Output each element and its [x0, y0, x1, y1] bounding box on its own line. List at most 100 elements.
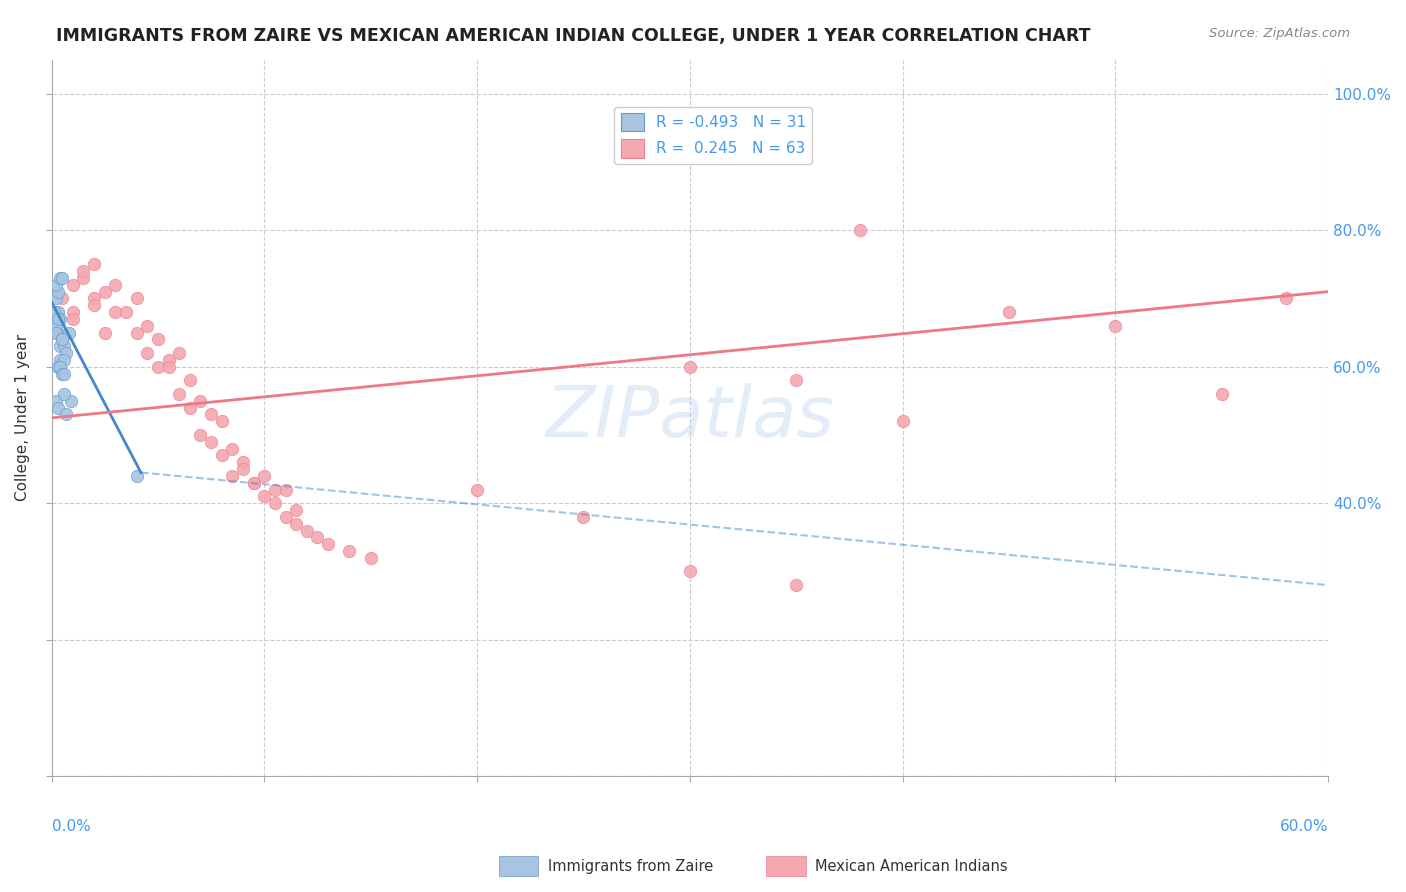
Point: [45, 277, 67, 292]
Point: [51, 333, 73, 347]
Point: [49, 339, 72, 353]
Point: [49, 359, 72, 374]
Point: [104, 305, 127, 319]
Point: [115, 305, 138, 319]
Point: [125, 292, 148, 306]
Point: [51, 333, 73, 347]
Point: [785, 373, 807, 387]
Y-axis label: College, Under 1 year: College, Under 1 year: [15, 334, 30, 501]
Point: [253, 489, 276, 503]
Point: [190, 393, 212, 408]
Point: [360, 550, 382, 565]
Point: [62, 312, 84, 326]
Point: [146, 359, 169, 374]
Point: [274, 483, 297, 497]
Point: [83, 292, 105, 306]
Text: ZIPatlas: ZIPatlas: [546, 384, 834, 452]
Point: [136, 346, 159, 360]
Point: [72, 271, 94, 285]
Point: [1211, 387, 1233, 401]
Point: [93, 285, 115, 299]
Text: Mexican American Indians: Mexican American Indians: [815, 859, 1008, 873]
Point: [200, 408, 222, 422]
Point: [891, 414, 914, 428]
Point: [1274, 292, 1296, 306]
Point: [83, 257, 105, 271]
Point: [72, 264, 94, 278]
Point: [157, 352, 180, 367]
Point: [465, 483, 488, 497]
Point: [679, 565, 702, 579]
Point: [679, 359, 702, 374]
Point: [316, 537, 339, 551]
Point: [125, 326, 148, 340]
Point: [998, 305, 1021, 319]
Point: [146, 333, 169, 347]
Point: [264, 483, 287, 497]
Point: [167, 346, 190, 360]
Point: [1104, 318, 1126, 333]
Point: [232, 462, 254, 476]
Point: [221, 442, 243, 456]
Point: [46, 401, 69, 415]
Point: [200, 434, 222, 449]
Point: [49, 312, 72, 326]
Point: [104, 277, 127, 292]
Point: [45, 393, 67, 408]
Point: [242, 475, 264, 490]
Point: [136, 318, 159, 333]
Point: [190, 428, 212, 442]
Text: 0.0%: 0.0%: [52, 819, 90, 834]
Point: [264, 496, 287, 510]
Point: [62, 277, 84, 292]
Point: [53, 367, 76, 381]
Point: [49, 271, 72, 285]
Point: [211, 449, 233, 463]
Legend: R = -0.493   N = 31, R =  0.245   N = 63: R = -0.493 N = 31, R = 0.245 N = 63: [614, 107, 813, 164]
Point: [285, 503, 308, 517]
Point: [167, 387, 190, 401]
Point: [295, 524, 318, 538]
Point: [62, 305, 84, 319]
Point: [232, 455, 254, 469]
Point: [53, 387, 76, 401]
Text: 60.0%: 60.0%: [1279, 819, 1329, 834]
Point: [849, 223, 872, 237]
Point: [51, 292, 73, 306]
Point: [83, 298, 105, 312]
Point: [157, 359, 180, 374]
Point: [46, 305, 69, 319]
Point: [253, 469, 276, 483]
Point: [55, 346, 77, 360]
Point: [42, 305, 65, 319]
Point: [307, 530, 329, 544]
Point: [53, 339, 76, 353]
Point: [51, 271, 73, 285]
Point: [46, 326, 69, 340]
Point: [45, 318, 67, 333]
Point: [93, 326, 115, 340]
Point: [339, 544, 361, 558]
Point: [59, 393, 82, 408]
Point: [49, 352, 72, 367]
Point: [285, 516, 308, 531]
Point: [45, 326, 67, 340]
Point: [51, 367, 73, 381]
Point: [274, 509, 297, 524]
Point: [179, 401, 201, 415]
Point: [46, 285, 69, 299]
Point: [242, 475, 264, 490]
Text: IMMIGRANTS FROM ZAIRE VS MEXICAN AMERICAN INDIAN COLLEGE, UNDER 1 YEAR CORRELATI: IMMIGRANTS FROM ZAIRE VS MEXICAN AMERICA…: [56, 27, 1091, 45]
Point: [785, 578, 807, 592]
Point: [53, 352, 76, 367]
Point: [46, 312, 69, 326]
Point: [211, 414, 233, 428]
Point: [55, 408, 77, 422]
Point: [46, 359, 69, 374]
Point: [179, 373, 201, 387]
Text: Source: ZipAtlas.com: Source: ZipAtlas.com: [1209, 27, 1350, 40]
Point: [45, 292, 67, 306]
Point: [572, 509, 595, 524]
Point: [42, 305, 65, 319]
Text: Immigrants from Zaire: Immigrants from Zaire: [548, 859, 714, 873]
